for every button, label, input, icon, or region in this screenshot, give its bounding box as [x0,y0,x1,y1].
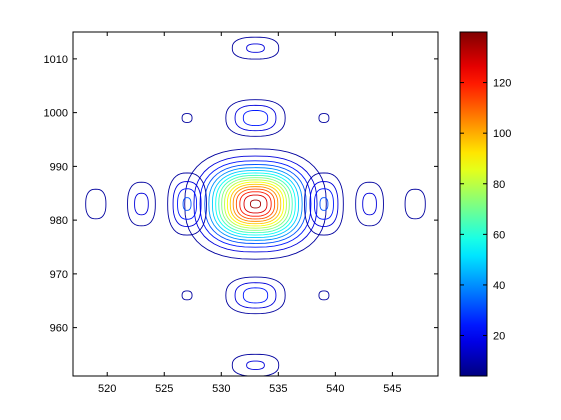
colorbar-tick-label: 60 [493,229,505,241]
x-tick-label: 530 [212,383,230,395]
colorbar-tick-label: 100 [493,128,511,140]
y-tick-label: 1010 [44,54,68,66]
y-tick-label: 990 [50,161,68,173]
plot-background [73,32,438,376]
colorbar-ticks: 20 40 60 80 100 120 [460,78,511,343]
contour-line [226,181,285,227]
contour-line [242,110,269,126]
contour-line [182,197,192,211]
plot-axes-box [72,31,439,377]
contour-line [167,172,207,236]
colorbar-tick-label: 40 [493,280,505,292]
colorbar-tick-label: 120 [493,78,511,90]
y-axis: 960 970 980 990 1000 1010 [44,54,438,335]
contour-line [184,148,327,260]
contour-line [181,290,193,301]
contour-line [319,197,329,211]
contour-line [231,36,280,60]
contour-line [234,282,277,309]
contour-line [309,181,339,227]
contour-line [215,172,296,236]
contour-line [243,194,268,214]
contour-line [177,188,198,220]
contour-line [181,113,193,123]
x-tick-label: 545 [383,383,401,395]
colorbar-tick-label: 20 [493,331,505,343]
x-tick-label: 520 [98,383,116,395]
contour-line [235,188,276,220]
contour-line [172,181,202,227]
contour-line [225,276,286,315]
contour-line [355,181,384,227]
colorbar-box [459,31,488,377]
contour-line [224,179,287,229]
y-tick-label: 970 [50,269,68,281]
x-tick-label: 540 [326,383,344,395]
contour-line [304,172,344,236]
x-tick-label: 535 [269,383,287,395]
contour-line [242,287,269,304]
contour-line [246,360,265,370]
contour-line [134,192,149,216]
contour-line [229,183,282,225]
contour-line [221,177,290,231]
contour-line [318,113,330,123]
contour-line [231,353,280,376]
contour-line [193,155,318,253]
y-tick-label: 960 [50,323,68,335]
contour-line [211,169,300,239]
contour-lines [85,36,426,376]
contour-line [208,167,303,241]
colorbar-tick-label: 80 [493,179,505,191]
contour-line [234,104,277,132]
contour-line [249,199,262,209]
contour-line [199,160,312,248]
y-tick-label: 1000 [44,108,68,120]
contour-line [204,164,307,244]
x-axis: 520 525 530 535 540 545 [98,32,402,395]
contour-line [362,192,377,216]
contour-line [225,99,286,137]
contour-line [246,43,265,53]
contour-line [218,174,293,234]
contour-line [232,186,279,222]
x-tick-label: 525 [155,383,173,395]
contour-line [85,188,107,220]
contour-line [404,188,426,220]
colorbar-gradient [460,32,487,376]
contour-line [127,181,156,227]
contour-line [239,191,272,217]
y-tick-label: 980 [50,215,68,227]
colorbar: 20 40 60 80 100 120 [459,31,511,377]
contour-line [318,290,330,301]
contour-line [313,188,334,220]
